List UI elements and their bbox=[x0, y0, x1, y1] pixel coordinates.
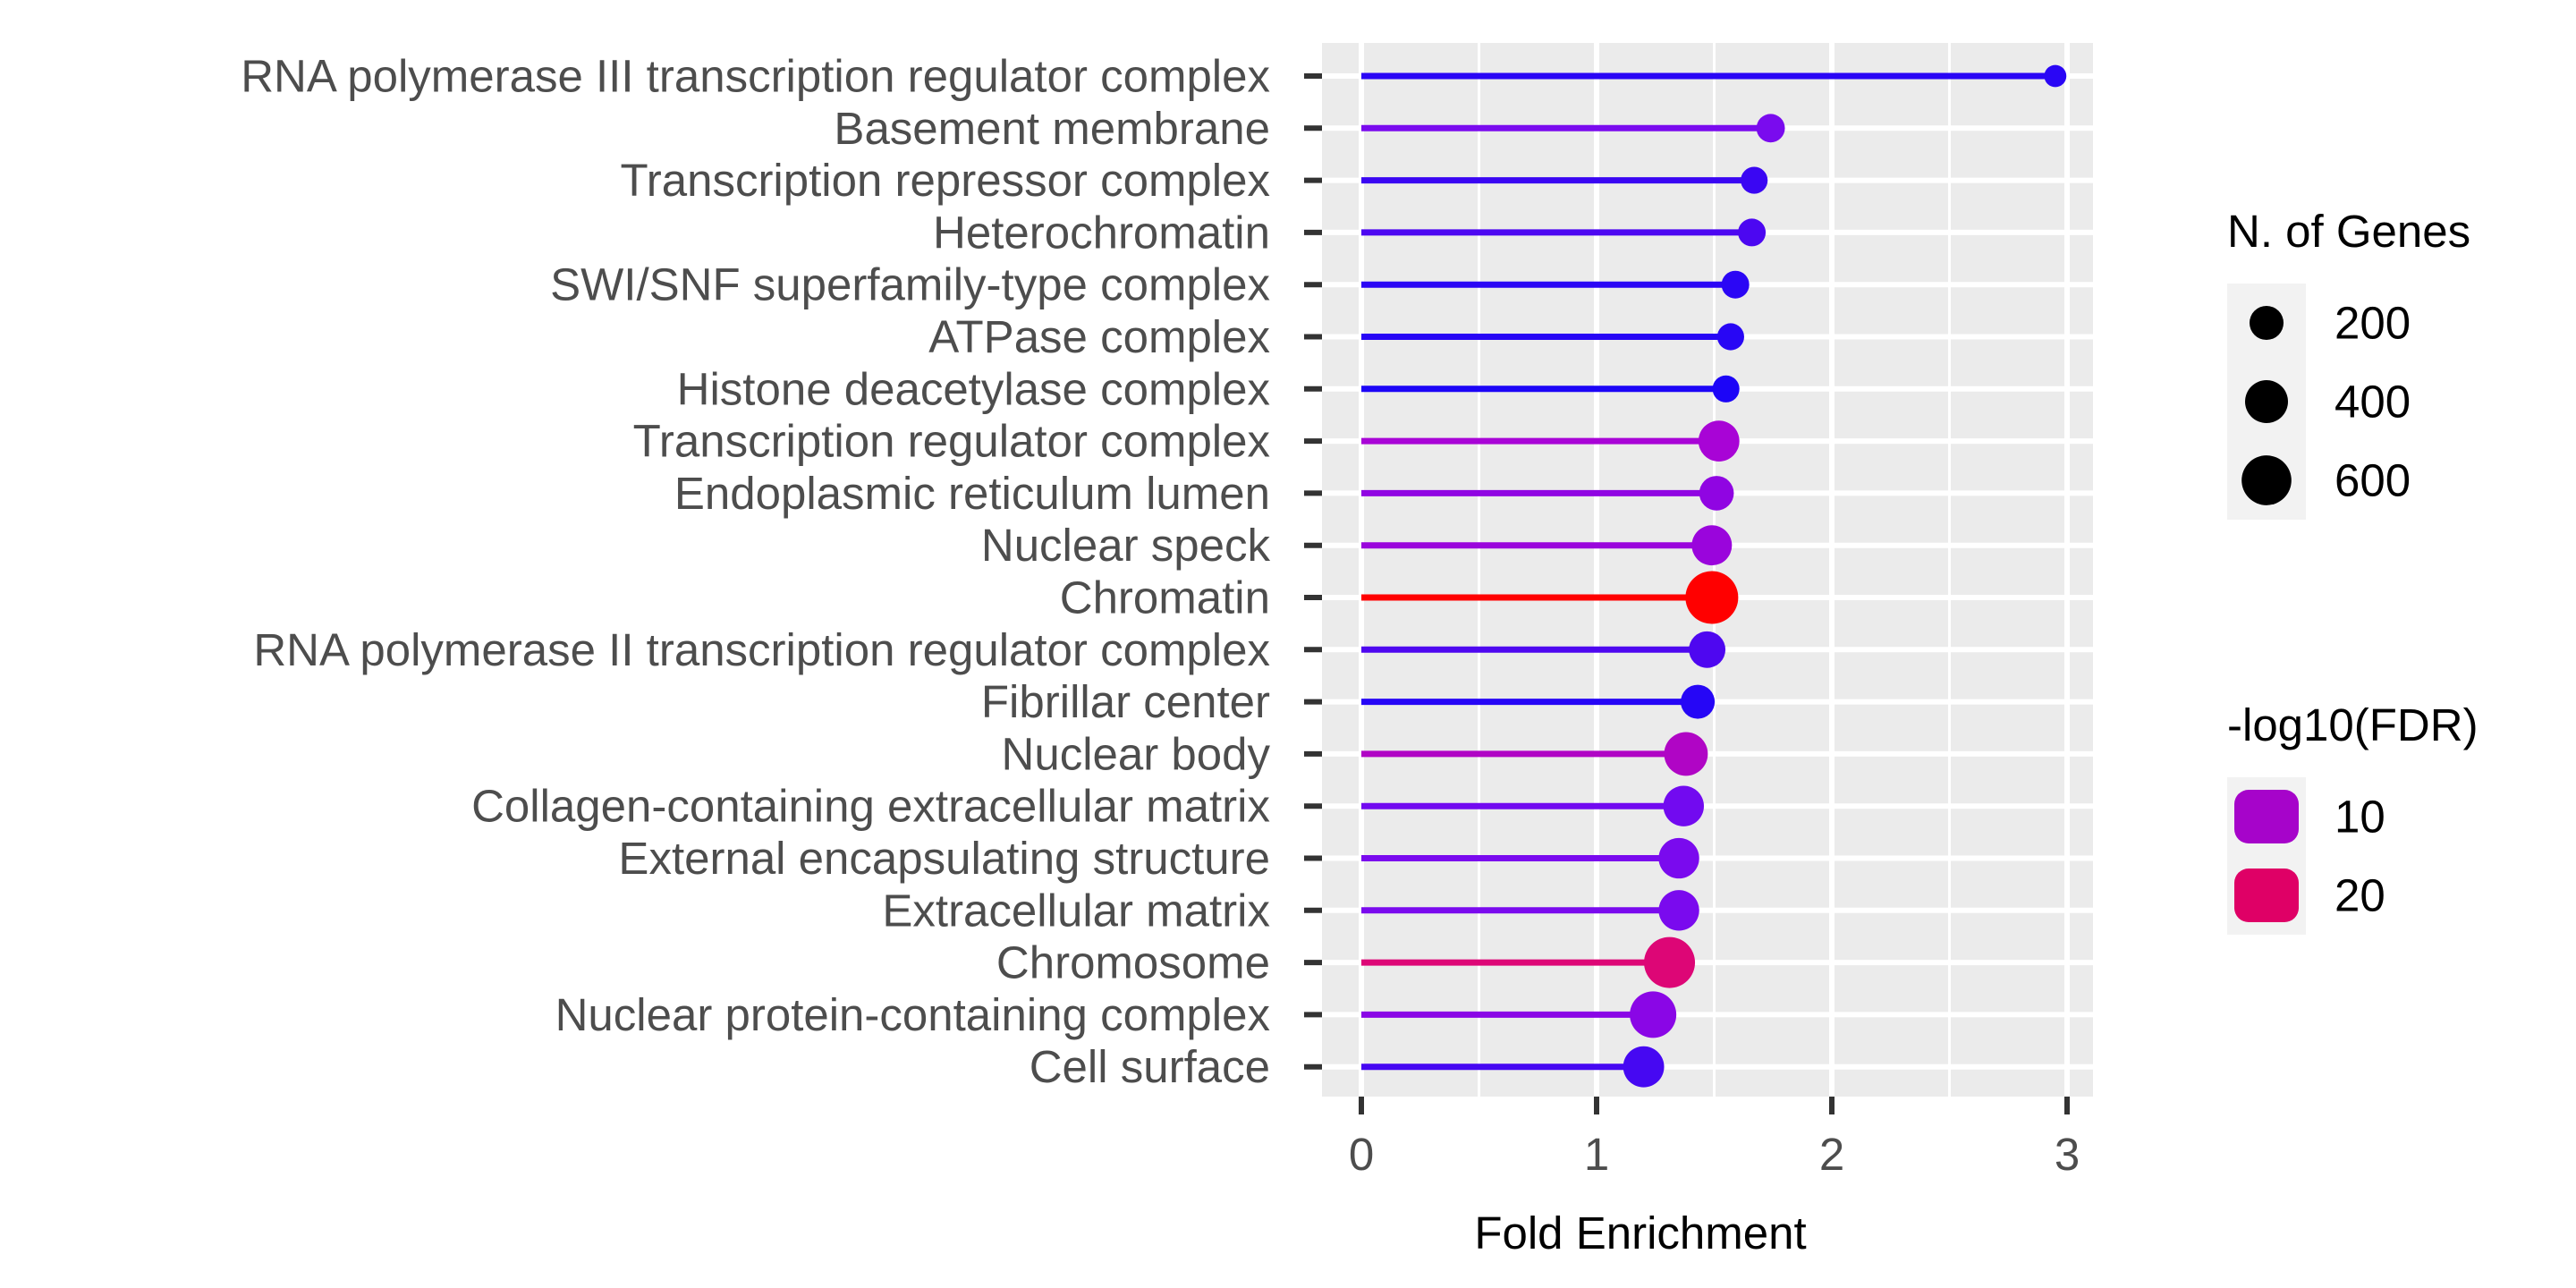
x-axis-title: Fold Enrichment bbox=[1474, 1208, 1806, 1258]
y-tick-label: Cell surface bbox=[1030, 1041, 1270, 1092]
lollipop-point bbox=[1741, 166, 1768, 194]
lollipop-point bbox=[1689, 631, 1726, 668]
lollipop-point bbox=[1644, 936, 1696, 988]
y-tick-label: RNA polymerase II transcription regulato… bbox=[253, 624, 1270, 675]
lollipop-point bbox=[1658, 837, 1699, 879]
y-tick-label: Extracellular matrix bbox=[882, 885, 1270, 936]
y-tick-label: SWI/SNF superfamily-type complex bbox=[550, 259, 1270, 310]
y-tick-label: External encapsulating structure bbox=[618, 833, 1270, 884]
y-tick-label: Fibrillar center bbox=[981, 676, 1270, 727]
y-tick-label: Nuclear speck bbox=[981, 520, 1271, 571]
x-tick-label: 1 bbox=[1584, 1129, 1609, 1180]
color-legend-key bbox=[2234, 790, 2299, 843]
y-tick-label: ATPase complex bbox=[928, 311, 1270, 362]
color-legend-label: 10 bbox=[2334, 792, 2385, 843]
lollipop-point bbox=[1685, 571, 1739, 624]
x-tick-label: 2 bbox=[1819, 1129, 1844, 1180]
x-axis: 0 1 2 3 bbox=[1349, 1097, 2080, 1180]
size-legend-label: 400 bbox=[2334, 377, 2411, 428]
lollipop-point bbox=[1756, 114, 1785, 143]
lollipop-point bbox=[1721, 270, 1750, 299]
lollipop-point bbox=[1716, 323, 1744, 351]
size-legend-key bbox=[2249, 305, 2284, 341]
color-legend-title: -log10(FDR) bbox=[2227, 699, 2479, 750]
size-legend-label: 200 bbox=[2334, 298, 2411, 349]
y-tick-label: Collagen-containing extracellular matrix bbox=[471, 781, 1270, 832]
y-tick-label: Chromosome bbox=[996, 937, 1270, 988]
y-tick-label: Endoplasmic reticulum lumen bbox=[674, 468, 1270, 519]
lollipop-points bbox=[1623, 64, 2067, 1088]
lollipop-point bbox=[1712, 375, 1740, 402]
y-tick-label: Chromatin bbox=[1060, 572, 1270, 623]
lollipop-point bbox=[1630, 991, 1677, 1038]
x-tick-label: 3 bbox=[2055, 1129, 2080, 1180]
lollipop-point bbox=[1699, 476, 1734, 511]
lollipop-point bbox=[1664, 732, 1708, 776]
y-axis: RNA polymerase III transcription regulat… bbox=[241, 51, 1322, 1092]
size-legend-key bbox=[2245, 380, 2288, 423]
y-tick-label: Transcription regulator complex bbox=[633, 416, 1270, 467]
lollipop-point bbox=[1691, 525, 1733, 566]
lollipop-point bbox=[1698, 420, 1740, 462]
x-tick-label: 0 bbox=[1349, 1129, 1374, 1180]
lollipop-stems bbox=[1361, 72, 2055, 1071]
lollipop-point bbox=[1681, 684, 1716, 719]
color-legend: -log10(FDR) 10 20 bbox=[2227, 699, 2479, 935]
lollipop-point bbox=[1658, 890, 1699, 931]
size-legend: N. of Genes 200 400 600 bbox=[2227, 206, 2470, 520]
plot-panel bbox=[1322, 43, 2093, 1097]
color-legend-label: 20 bbox=[2334, 870, 2385, 921]
lollipop-point bbox=[1663, 785, 1704, 826]
lollipop-point bbox=[1738, 218, 1767, 247]
y-tick-label: Heterochromatin bbox=[933, 207, 1270, 258]
y-tick-label: Nuclear body bbox=[1002, 728, 1271, 779]
lollipop-point bbox=[2044, 64, 2067, 88]
size-legend-label: 600 bbox=[2334, 455, 2411, 506]
size-legend-title: N. of Genes bbox=[2227, 206, 2470, 257]
color-legend-key bbox=[2234, 869, 2299, 922]
lollipop-point bbox=[1623, 1046, 1665, 1088]
size-legend-key bbox=[2241, 455, 2292, 505]
y-tick-label: RNA polymerase III transcription regulat… bbox=[241, 51, 1270, 102]
y-tick-label: Basement membrane bbox=[834, 103, 1270, 154]
y-tick-label: Nuclear protein-containing complex bbox=[555, 989, 1270, 1040]
y-tick-label: Histone deacetylase complex bbox=[677, 363, 1270, 414]
y-tick-label: Transcription repressor complex bbox=[620, 155, 1270, 206]
